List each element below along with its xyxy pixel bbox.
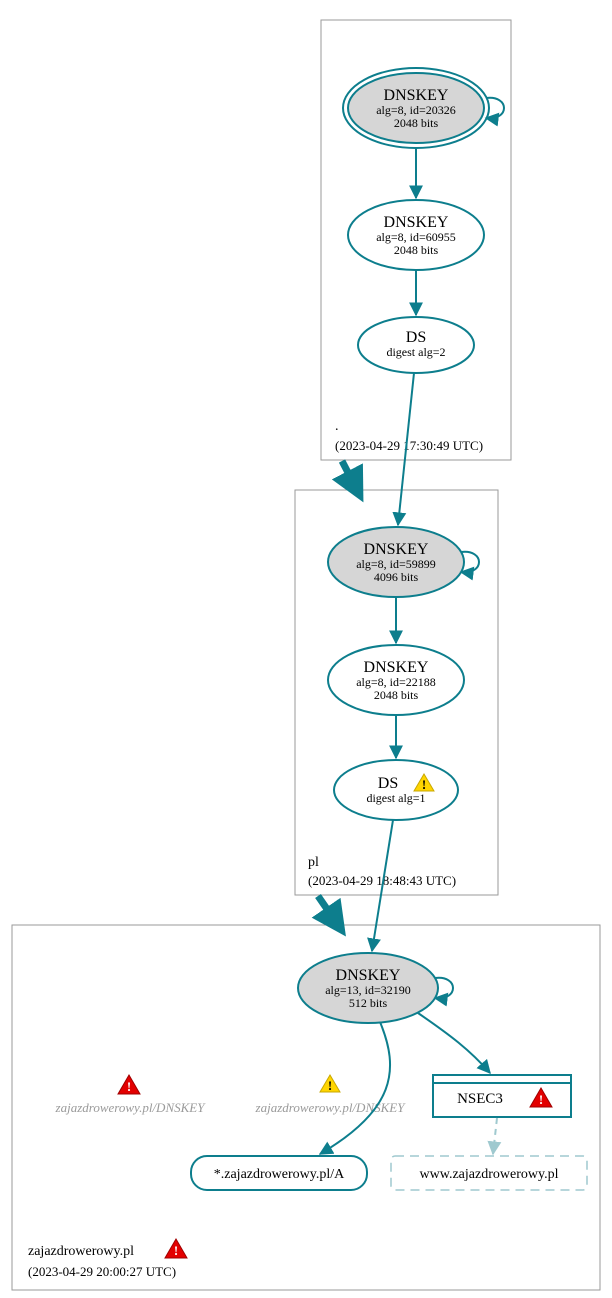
node-sub1: alg=8, id=22188 <box>356 675 436 689</box>
node-root-zsk: DNSKEY alg=8, id=60955 2048 bits <box>348 200 484 270</box>
node-title: DNSKEY <box>364 541 429 558</box>
grey-dnskey-left: ! zajazdrowerowy.pl/DNSKEY <box>55 1075 207 1115</box>
node-root-ds: DS digest alg=2 <box>358 317 474 373</box>
zone-label-zajazd: zajazdrowerowy.pl <box>28 1244 134 1259</box>
zone-ts-root: (2023-04-29 17:30:49 UTC) <box>335 438 483 453</box>
node-title: DNSKEY <box>336 967 401 984</box>
node-title: DNSKEY <box>384 214 449 231</box>
wildcard-label: *.zajazdrowerowy.pl/A <box>214 1167 345 1182</box>
node-www: www.zajazdrowerowy.pl <box>391 1156 587 1190</box>
node-sub1: alg=8, id=59899 <box>356 557 436 571</box>
node-sub1: alg=8, id=20326 <box>376 103 456 117</box>
node-sub2: 4096 bits <box>374 570 419 584</box>
node-sub1: digest alg=2 <box>386 345 445 359</box>
node-nsec3: NSEC3 ! <box>433 1075 571 1117</box>
node-sub2: 2048 bits <box>394 243 439 257</box>
zone-ts-zajazd: (2023-04-29 20:00:27 UTC) <box>28 1264 176 1279</box>
node-sub2: 2048 bits <box>374 688 419 702</box>
www-label: www.zajazdrowerowy.pl <box>420 1167 559 1182</box>
node-sub2: 2048 bits <box>394 116 439 130</box>
edge-zksk-nsec3 <box>418 1013 490 1073</box>
error-icon: ! <box>118 1075 140 1094</box>
edge-zone-root-pl <box>342 461 357 490</box>
node-sub1: alg=13, id=32190 <box>325 983 411 997</box>
nsec3-label: NSEC3 <box>457 1091 503 1107</box>
error-icon: ! <box>165 1239 187 1258</box>
node-pl-zsk: DNSKEY alg=8, id=22188 2048 bits <box>328 645 464 715</box>
node-sub1: alg=8, id=60955 <box>376 230 456 244</box>
svg-text:!: ! <box>174 1243 178 1258</box>
node-sub2: 512 bits <box>349 996 388 1010</box>
zone-label-root: . <box>335 419 339 434</box>
edge-nsec3-www <box>493 1118 497 1154</box>
zone-label-pl: pl <box>308 855 319 870</box>
svg-text:!: ! <box>127 1079 131 1094</box>
node-pl-ksk: DNSKEY alg=8, id=59899 4096 bits <box>328 527 464 597</box>
grey-label-left: zajazdrowerowy.pl/DNSKEY <box>55 1100 207 1115</box>
svg-text:!: ! <box>328 1078 332 1093</box>
node-root-ksk: DNSKEY alg=8, id=20326 2048 bits <box>343 68 489 148</box>
node-pl-ds: DS digest alg=1 ! <box>334 760 458 820</box>
node-zajazd-ksk: DNSKEY alg=13, id=32190 512 bits <box>298 953 438 1023</box>
svg-text:!: ! <box>422 777 426 792</box>
warning-icon: ! <box>320 1075 340 1093</box>
node-title: DNSKEY <box>364 659 429 676</box>
node-sub1: digest alg=1 <box>366 791 425 805</box>
node-title: DS <box>378 775 398 792</box>
svg-text:!: ! <box>539 1092 543 1107</box>
edge-zone-pl-zajazd <box>318 896 338 925</box>
node-wildcard-a: *.zajazdrowerowy.pl/A <box>191 1156 367 1190</box>
node-title: DS <box>406 329 426 346</box>
node-title: DNSKEY <box>384 87 449 104</box>
grey-label-right: zajazdrowerowy.pl/DNSKEY <box>255 1100 407 1115</box>
